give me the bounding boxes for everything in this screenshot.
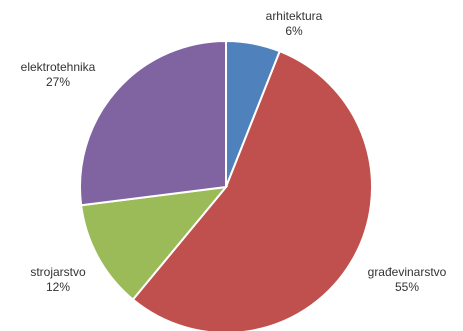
label-gradevinarstvo: građevinarstvo 55% [342,265,463,295]
label-arhitektura-value: 6% [285,24,303,38]
pie-slice-elektrotehnika [79,39,227,207]
label-strojarstvo-name: strojarstvo [30,265,86,279]
label-elektrotehnika-name: elektrotehnika [20,60,96,74]
label-elektrotehnika-value: 27% [45,75,71,89]
label-gradevinarstvo-name: građevinarstvo [367,265,447,279]
label-arhitektura: arhitektura 6% [229,9,359,39]
label-strojarstvo-value: 12% [45,280,71,294]
pie-slice-strojarstvo [80,185,229,301]
pie-slice-gradevinarstvo [131,49,373,331]
label-strojarstvo: strojarstvo 12% [0,265,123,295]
label-elektrotehnika: elektrotehnika 27% [0,60,123,90]
label-arhitektura-name: arhitektura [265,9,323,23]
label-gradevinarstvo-value: 55% [394,280,420,294]
pie-slices [79,39,373,331]
